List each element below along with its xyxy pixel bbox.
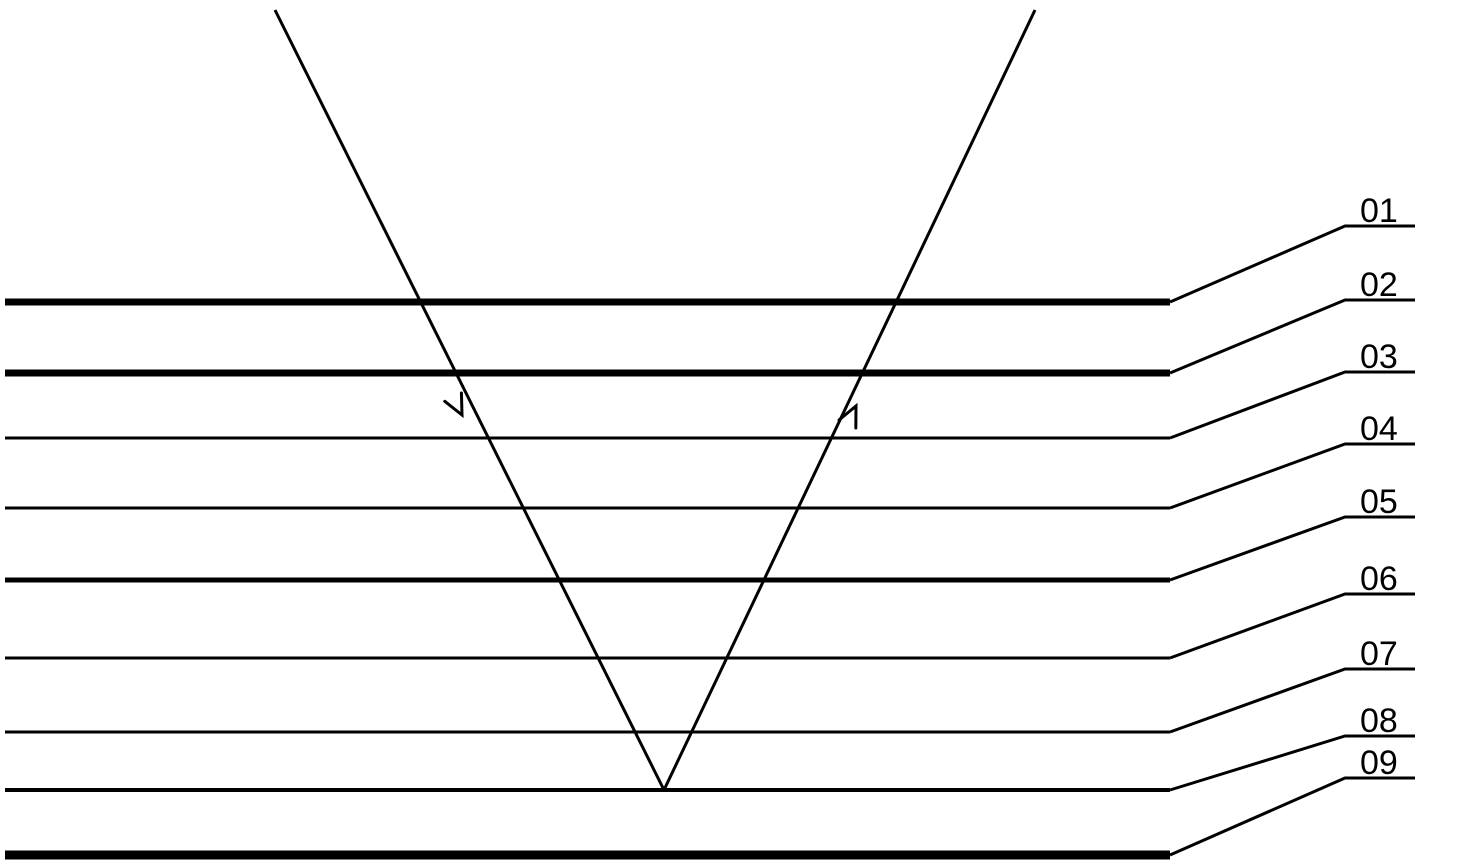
- label-03: 03: [1360, 338, 1398, 376]
- arrowhead-incident-icon: [445, 393, 462, 415]
- label-09: 09: [1360, 744, 1398, 782]
- label-05: 05: [1360, 483, 1398, 521]
- leader-09: [1170, 778, 1415, 855]
- label-01: 01: [1360, 192, 1398, 230]
- label-04: 04: [1360, 410, 1398, 448]
- label-06: 06: [1360, 560, 1398, 598]
- label-07: 07: [1360, 635, 1398, 673]
- incident-ray: [275, 10, 664, 790]
- reflected-ray: [664, 10, 1035, 790]
- label-02: 02: [1360, 266, 1398, 304]
- label-08: 08: [1360, 702, 1398, 740]
- layered-diagram: 01 02 03 04 05 06 07 08 09: [0, 0, 1468, 868]
- arrowhead-reflected-icon: [839, 406, 856, 428]
